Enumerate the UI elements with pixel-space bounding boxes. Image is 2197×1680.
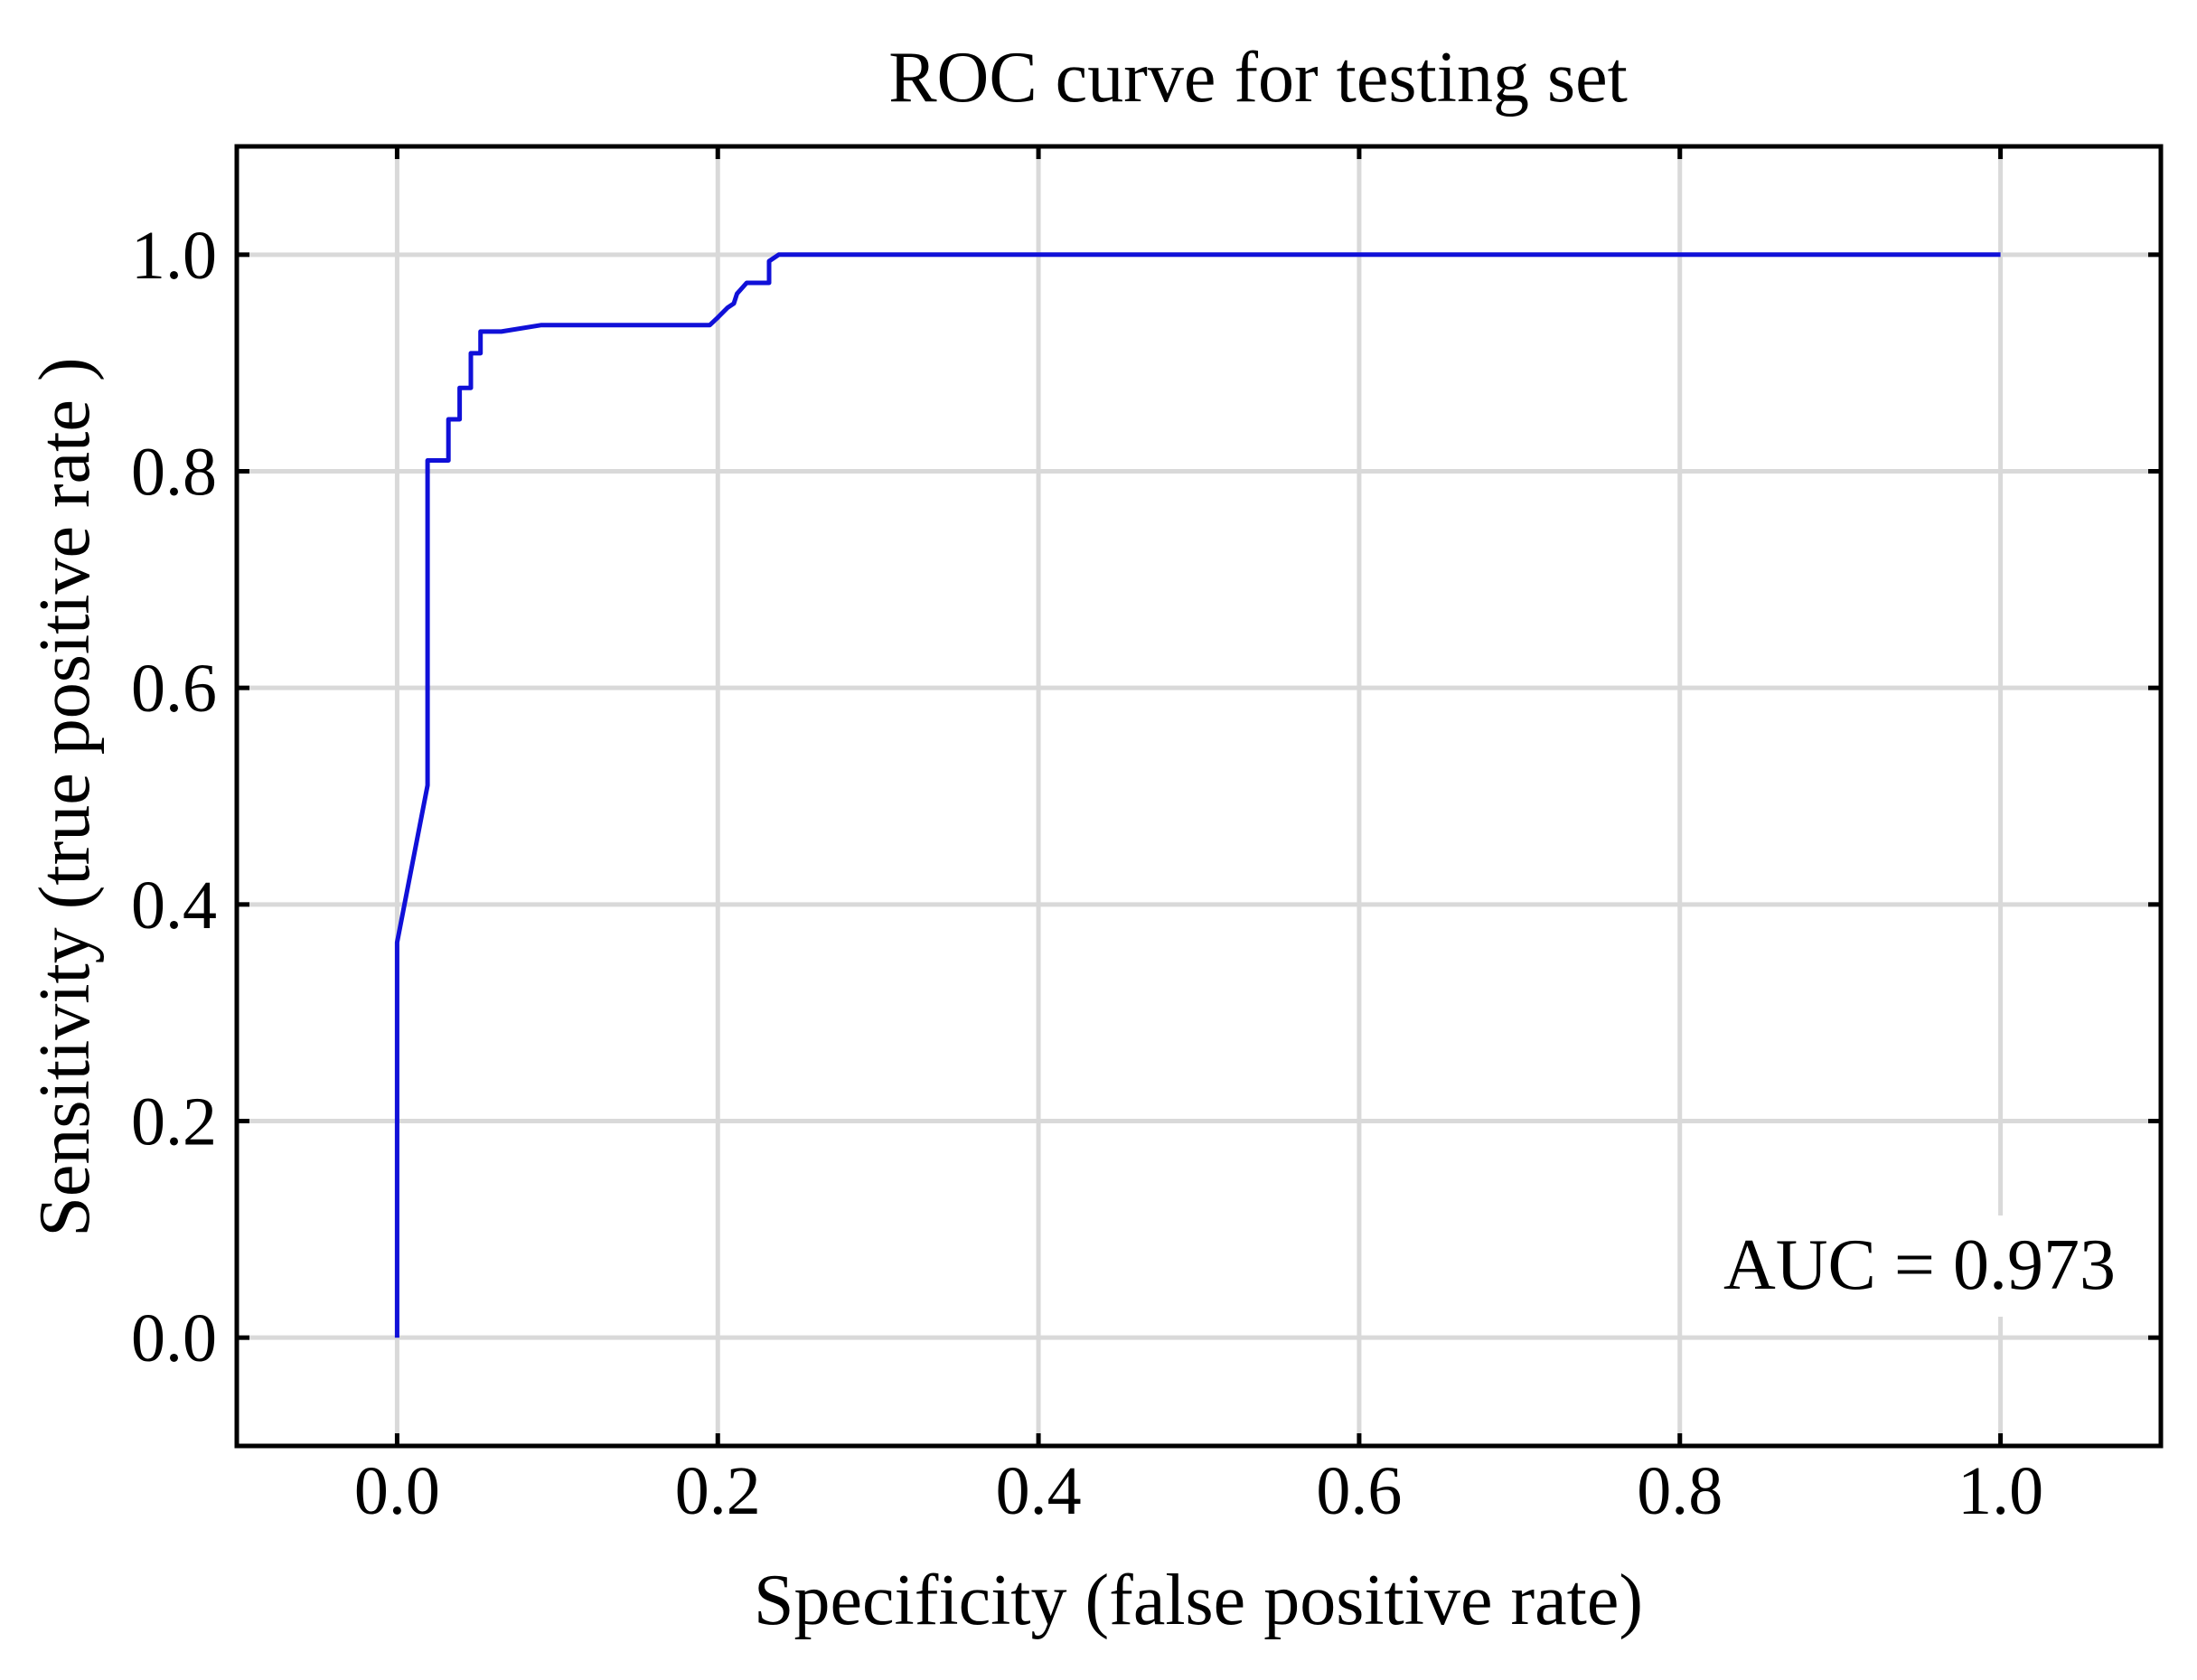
y-tick-label: 0.2 [131, 1084, 217, 1160]
x-tick-labels: 0.0 0.2 0.4 0.6 0.8 1.0 [354, 1453, 2043, 1529]
x-tick-label: 0.2 [675, 1453, 761, 1529]
auc-annotation: AUC = 0.973 [1723, 1225, 2116, 1305]
x-tick-label: 0.0 [354, 1453, 440, 1529]
grid [237, 146, 2161, 1446]
annotation-background [1690, 1215, 2115, 1317]
y-tick-label: 1.0 [131, 218, 217, 294]
y-tick-label: 0.8 [131, 435, 217, 511]
y-tick-label: 0.0 [131, 1300, 217, 1376]
y-tick-label: 0.6 [131, 651, 217, 727]
y-axis-label: Sensitivity (true positive rate ) [25, 357, 105, 1236]
series-layer [394, 252, 2001, 1338]
y-tick-label: 0.4 [131, 868, 217, 943]
x-tick-label: 0.6 [1316, 1453, 1402, 1529]
plot-frame [234, 144, 2164, 1449]
x-tick-label: 0.4 [996, 1453, 1082, 1529]
y-tick-labels: 0.0 0.2 0.4 0.6 0.8 1.0 [131, 218, 217, 1376]
x-tick-label: 1.0 [1958, 1453, 2043, 1529]
axis-ticks [237, 146, 2161, 1446]
x-axis-label: Specificity (false positive rate) [754, 1561, 1643, 1640]
roc-curve-line [394, 252, 2001, 1338]
chart-title: ROC curve for testing set [888, 38, 1628, 117]
x-tick-label: 0.8 [1637, 1453, 1723, 1529]
